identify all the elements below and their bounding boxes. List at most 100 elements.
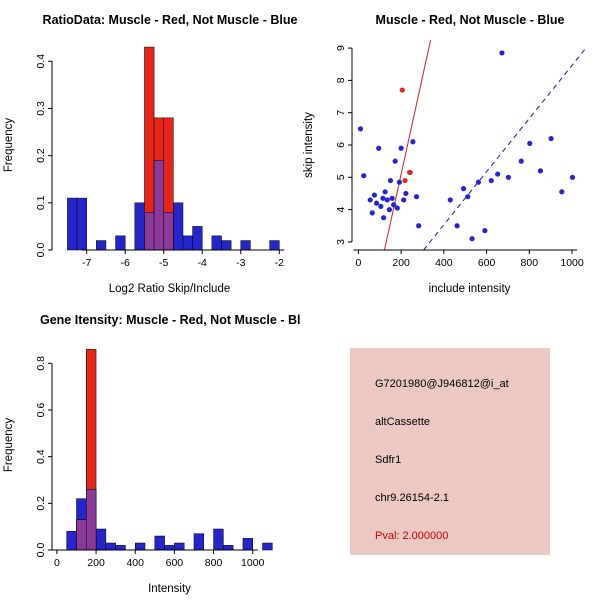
bar-blue <box>115 545 126 551</box>
bar-blue <box>76 197 87 251</box>
bar-blue <box>67 197 78 251</box>
scatter-point <box>569 174 576 180</box>
x-axis-title: Log2 Ratio Skip/Include <box>109 283 230 295</box>
bar-blue <box>262 542 273 551</box>
scatter-point <box>410 139 416 145</box>
probe-id: G7201980@J946812@i_at <box>375 378 509 390</box>
gene-intensity-title: Gene Itensity: Muscle - Red, Not Muscle … <box>40 313 300 327</box>
scatter-panel: Muscle - Red, Not Muscle - Blue 0 200 400 6… <box>300 0 600 300</box>
not-muscle-fit-line <box>423 47 587 251</box>
bar-blue <box>154 535 165 551</box>
scatter-point <box>413 194 420 200</box>
bar-blue <box>269 240 280 251</box>
x-tick-label: 800 <box>521 257 539 269</box>
scatter-point <box>465 194 471 200</box>
x-tick-label: 0 <box>54 557 60 569</box>
scatter-point <box>386 207 392 213</box>
scatter-chart: 0 200 400 600 800 1000 3 4 5 6 7 8 9 include intensit… <box>303 39 587 295</box>
ratio-histogram-chart: -7 -6 -5 -4 -3 -2 0.0 0.1 0.2 0.3 0.4 Log2 Ratio Sk… <box>3 46 285 295</box>
scatter-point <box>482 228 488 234</box>
bar-overlap <box>163 211 174 251</box>
bar-blue <box>174 542 185 551</box>
scatter-point <box>416 223 422 229</box>
plot-area: 0 200 400 600 800 1000 0.0 0.2 0.4 0.6 0.8 Intensit… <box>3 349 273 595</box>
scatter-point <box>401 197 407 203</box>
event-type: altCassette <box>375 416 431 428</box>
genomic-location: chr9.26154-2.1 <box>375 492 449 504</box>
scatter-point <box>548 135 554 142</box>
y-tick-label: 8 <box>335 77 347 83</box>
scatter-point <box>387 177 394 184</box>
x-tick-label: 800 <box>205 557 223 569</box>
gene-symbol: Sdfr1 <box>375 454 402 466</box>
axis-labels: -7 -6 -5 -4 -3 -2 0.0 0.1 0.2 0.3 0.4 Log2 Ratio Sk… <box>3 54 284 295</box>
scatter-point <box>373 200 380 206</box>
scatter-point <box>392 158 398 164</box>
bar-overlap <box>86 489 97 551</box>
bar-blue <box>134 542 146 551</box>
bar-blue <box>192 226 203 251</box>
bar-blue <box>173 202 184 251</box>
bar-blue <box>240 240 251 251</box>
x-tick-label: 400 <box>126 557 144 569</box>
scatter-point <box>380 195 386 201</box>
scatter-point <box>475 179 482 185</box>
scatter-point <box>402 177 408 184</box>
scatter-point <box>559 189 565 195</box>
scatter-point <box>407 169 413 176</box>
scatter-layer <box>357 39 587 251</box>
y-tick-label: 0.0 <box>35 243 47 258</box>
x-tick-label: -2 <box>275 257 284 269</box>
y-tick-label: 0.8 <box>35 356 47 371</box>
bar-overlap <box>144 211 155 251</box>
bar-blue <box>66 531 77 551</box>
scatter-point <box>454 223 460 229</box>
y-tick-label: 0.6 <box>35 403 47 418</box>
scatter-point <box>398 145 404 151</box>
scatter-point <box>394 205 400 211</box>
pval-text: Pval: 2.000000 <box>375 530 449 542</box>
bar-blue <box>164 545 175 551</box>
bar-blue <box>115 235 126 251</box>
scatter-point <box>376 145 382 151</box>
scatter-point <box>527 140 533 146</box>
y-tick-label: 4 <box>335 207 347 213</box>
y-tick-label: 3 <box>335 239 347 245</box>
scatter-point <box>460 186 467 192</box>
x-tick-label: 0 <box>355 257 361 269</box>
scatter-point <box>537 168 544 174</box>
scatter-point <box>399 87 405 93</box>
scatter-title: Muscle - Red, Not Muscle - Blue <box>375 13 565 27</box>
bar-blue <box>95 528 107 551</box>
y-tick-label: 6 <box>335 142 347 148</box>
bar-blue <box>96 240 107 251</box>
x-tick-label: -7 <box>82 257 91 269</box>
scatter-point <box>403 190 409 197</box>
bar-blue <box>242 538 253 551</box>
scatter-point <box>369 210 375 216</box>
bar-blue <box>134 202 145 251</box>
scatter-point <box>495 171 501 177</box>
x-tick-label: 400 <box>435 257 453 269</box>
y-axis-title: Frequency <box>3 118 15 173</box>
scatter-point <box>381 215 387 221</box>
y-tick-label: 0.0 <box>35 543 47 558</box>
muscle-fit-line <box>383 39 432 251</box>
scatter-point <box>518 158 524 164</box>
x-axis-title: include intensity <box>429 283 511 295</box>
y-tick-label: 0.2 <box>35 148 47 163</box>
ratio-histogram-title: RatioData: Muscle - Red, Not Muscle - Bl… <box>42 13 298 27</box>
plot-area: 0 200 400 600 800 1000 3 4 5 6 7 8 9 include intensit… <box>303 39 587 295</box>
y-axis-title: Frequency <box>3 418 15 473</box>
axes <box>48 362 258 554</box>
y-tick-label: 0.3 <box>35 101 47 116</box>
ratio-histogram-panel: RatioData: Muscle - Red, Not Muscle - Bl… <box>0 0 300 300</box>
bar-overlap <box>153 160 164 251</box>
x-tick-label: -5 <box>159 257 168 269</box>
scatter-point <box>371 192 378 198</box>
x-tick-label: -6 <box>121 257 130 269</box>
axis-labels: 0 200 400 600 800 1000 0.0 0.2 0.4 0.6 0.8 Intensit… <box>3 356 265 595</box>
plot-area: -7 -6 -5 -4 -3 -2 0.0 0.1 0.2 0.3 0.4 Log2 Ratio Sk… <box>3 46 285 295</box>
gene-intensity-histogram-chart: 0 200 400 600 800 1000 0.0 0.2 0.4 0.6 0.8 Intensit… <box>3 349 273 595</box>
